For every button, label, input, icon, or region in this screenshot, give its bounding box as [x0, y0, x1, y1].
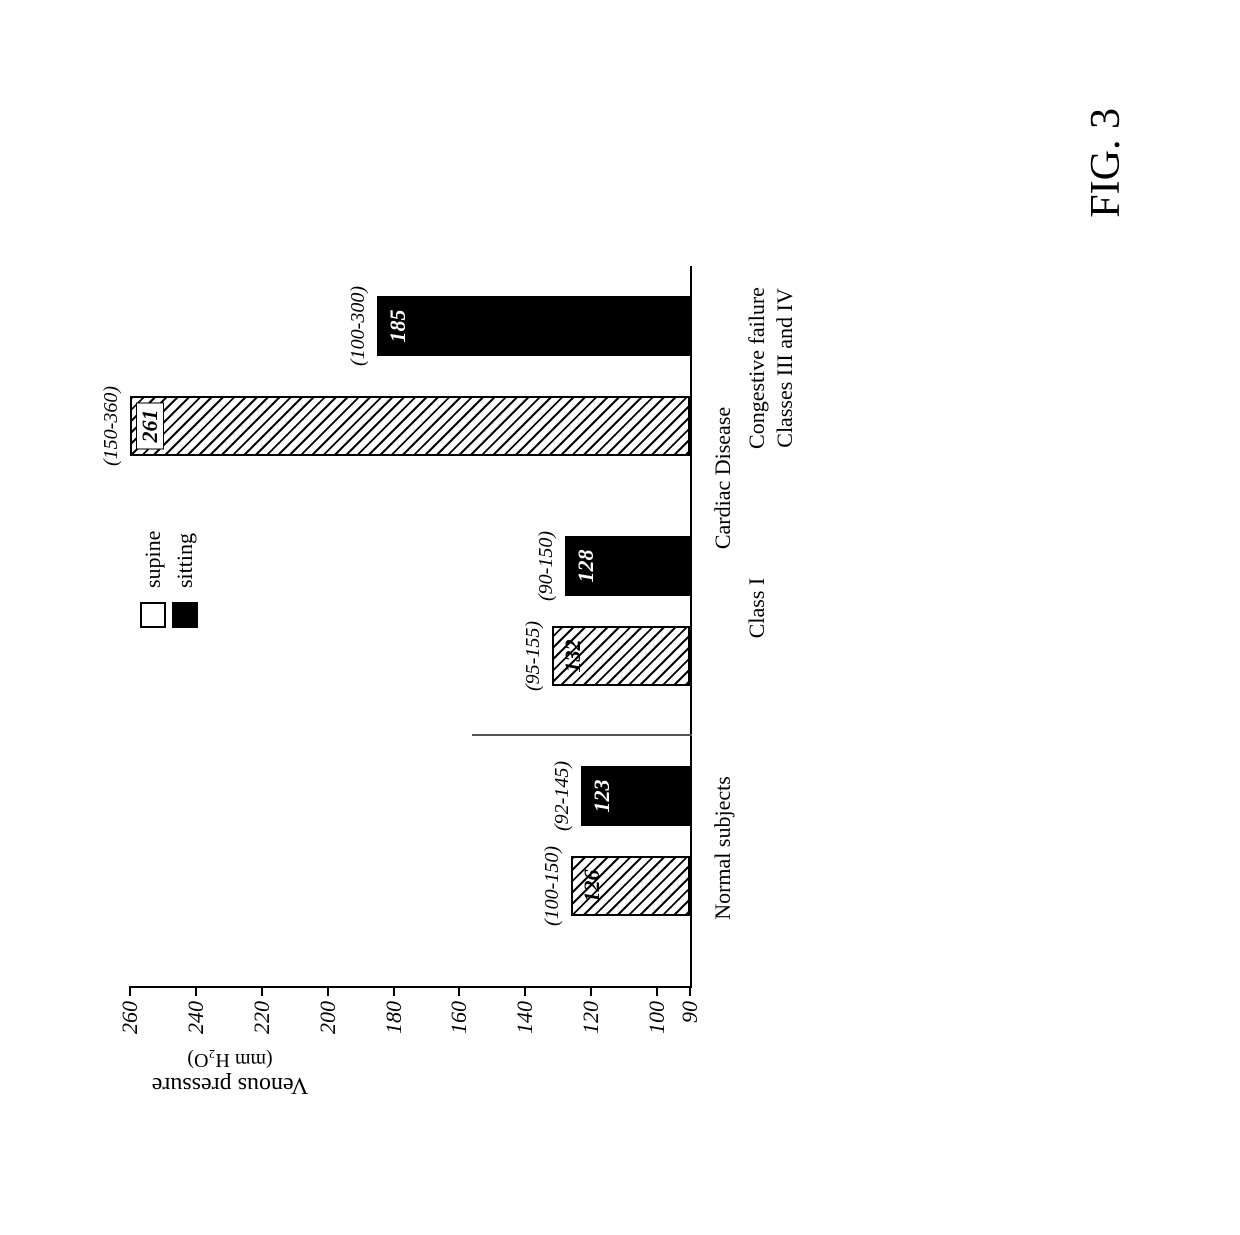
figure-label: FIG. 3	[1082, 108, 1130, 218]
bar-chf34-sitting: 185	[377, 296, 690, 356]
y-tick	[590, 986, 592, 996]
bar-range-label: (150-360)	[100, 346, 123, 506]
rotated-stage: Venous pressure (mm H₂O) supine sitting …	[70, 68, 1170, 1168]
bar-value-label: 123	[589, 768, 615, 824]
x-label-chf-line2: Classes III and IV	[772, 248, 798, 488]
y-axis-title-text: Venous pressure	[152, 1072, 309, 1098]
y-tick	[261, 986, 263, 996]
bar-range-label: (100-300)	[347, 246, 370, 406]
plot-area: 90100120140160180200220240260126(100-150…	[130, 266, 692, 988]
bar-value-label: 185	[385, 298, 411, 354]
y-tick	[195, 986, 197, 996]
y-tick-label: 200	[315, 1001, 341, 1056]
bar-value-label: 132	[560, 628, 586, 684]
y-tick	[327, 986, 329, 996]
y-tick-label: 90	[677, 1001, 703, 1056]
bar-range-label: (92-145)	[551, 716, 574, 876]
y-tick	[524, 986, 526, 996]
bar-range-label: (90-150)	[535, 486, 558, 646]
bar-class1-sitting: 128	[565, 536, 690, 596]
x-axis-labels: Normal subjects Cardiac Disease Class I …	[700, 268, 820, 988]
y-tick-label: 260	[117, 1001, 143, 1056]
x-label-normal: Normal subjects	[710, 748, 736, 948]
y-tick	[393, 986, 395, 996]
y-tick	[458, 986, 460, 996]
y-tick-label: 120	[578, 1001, 604, 1056]
x-label-class1: Class I	[744, 508, 770, 708]
bar-value-label: 126	[579, 858, 605, 914]
y-tick-label: 220	[249, 1001, 275, 1056]
bar-chf34-supine: 261	[130, 396, 690, 456]
bar-normal-sitting: 123	[581, 766, 690, 826]
bar-value-label: 261	[136, 402, 164, 449]
y-tick-label: 100	[644, 1001, 670, 1056]
y-tick	[689, 986, 691, 996]
y-tick	[656, 986, 658, 996]
x-label-chf-line1: Congestive failure	[744, 248, 770, 488]
y-tick-label: 180	[381, 1001, 407, 1056]
bar-value-label: 128	[573, 538, 599, 594]
bar-class1-supine: 132	[552, 626, 690, 686]
y-tick-label: 140	[512, 1001, 538, 1056]
venous-pressure-chart: Venous pressure (mm H₂O) supine sitting …	[110, 228, 850, 1128]
group-divider	[472, 734, 692, 736]
y-tick-label: 160	[446, 1001, 472, 1056]
bar-normal-supine: 126	[571, 856, 690, 916]
bar-hatch	[132, 398, 688, 454]
y-tick-label: 240	[183, 1001, 209, 1056]
y-tick	[129, 986, 131, 996]
x-super-label-cardiac: Cardiac Disease	[710, 268, 736, 688]
